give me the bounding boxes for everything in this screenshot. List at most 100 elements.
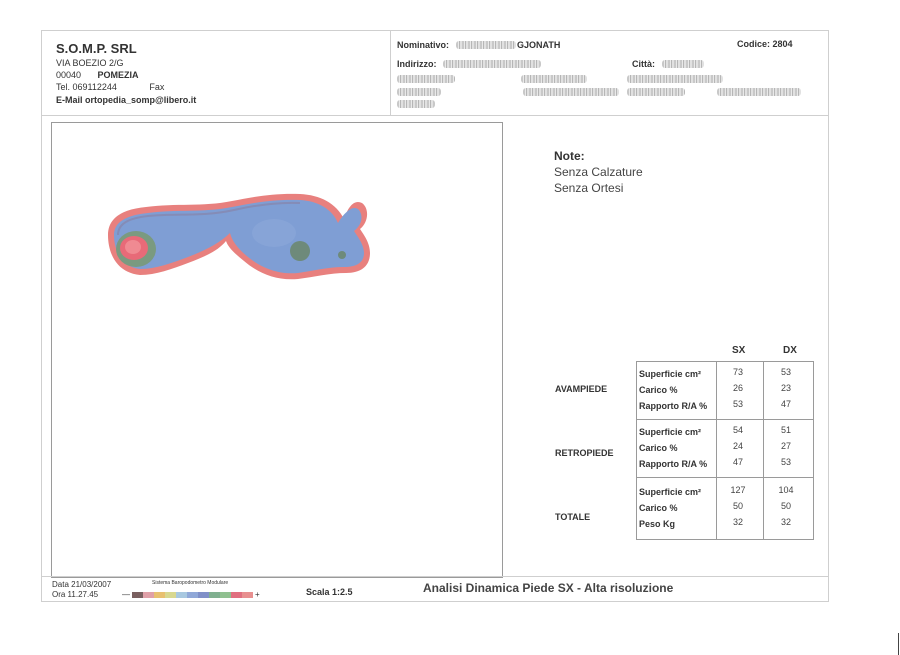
value-dx: 27 bbox=[780, 441, 791, 451]
value-sx: 24 bbox=[732, 441, 743, 451]
column-divider bbox=[763, 420, 764, 477]
toe-mid-zone bbox=[338, 251, 346, 259]
scale-swatch bbox=[143, 591, 154, 598]
redacted-city bbox=[662, 60, 704, 68]
redacted-field bbox=[627, 75, 723, 83]
pressure-scale-bar: — + bbox=[122, 590, 260, 599]
analysis-title: Analisi Dinamica Piede SX - Alta risoluz… bbox=[423, 581, 674, 595]
section-totale: TOTALE bbox=[555, 512, 591, 522]
codice-label: Codice: 2804 bbox=[737, 39, 793, 49]
foot-pressure-map bbox=[108, 193, 370, 280]
value-sx: 26 bbox=[732, 383, 743, 393]
company-phone-fax: Tel. 069112244 Fax bbox=[56, 82, 164, 92]
forefoot-mid-zone bbox=[290, 241, 310, 261]
nominativo-label: Nominativo: bbox=[397, 40, 450, 50]
column-divider bbox=[716, 420, 717, 477]
company-name: S.O.M.P. SRL bbox=[56, 41, 137, 56]
row-label: Carico % bbox=[639, 385, 678, 395]
forefoot-low-zone bbox=[252, 219, 296, 247]
patient-header: Nominativo: GJONATH Codice: 2804 Indiriz… bbox=[391, 31, 828, 115]
company-street: VIA BOEZIO 2/G bbox=[56, 58, 124, 68]
note-line: Senza Ortesi bbox=[554, 181, 624, 195]
scale-ratio: Scala 1:2.5 bbox=[306, 587, 353, 597]
value-sx: 73 bbox=[732, 367, 743, 377]
redacted-field bbox=[717, 88, 801, 96]
column-divider bbox=[763, 478, 764, 539]
row-label: Superficie cm² bbox=[639, 369, 702, 379]
row-label: Carico % bbox=[639, 443, 678, 453]
scale-minus-icon: — bbox=[122, 590, 130, 599]
value-dx: 23 bbox=[780, 383, 791, 393]
row-label: Carico % bbox=[639, 503, 678, 513]
company-zip-city: 00040 POMEZIA bbox=[56, 70, 139, 80]
group-avampiede: Superficie cm² 73 53 Carico % 26 23 Rapp… bbox=[636, 361, 814, 420]
column-divider bbox=[716, 362, 717, 419]
redacted-field bbox=[523, 88, 619, 96]
value-sx: 127 bbox=[730, 485, 746, 495]
col-header-dx: DX bbox=[783, 345, 797, 356]
scale-swatch bbox=[154, 591, 165, 598]
value-dx: 51 bbox=[780, 425, 791, 435]
value-sx: 50 bbox=[732, 501, 743, 511]
redacted-field bbox=[397, 100, 435, 108]
company-city: POMEZIA bbox=[97, 70, 139, 80]
column-divider bbox=[763, 362, 764, 419]
company-email: E-Mail ortopedia_somp@libero.it bbox=[56, 95, 197, 105]
company-tel: Tel. 069112244 bbox=[56, 82, 117, 92]
heel-peak-zone bbox=[125, 240, 141, 254]
scale-swatch bbox=[187, 591, 198, 598]
value-dx: 47 bbox=[780, 399, 791, 409]
scale-swatch bbox=[176, 591, 187, 598]
footer-divider bbox=[42, 576, 828, 577]
report-page: S.O.M.P. SRL VIA BOEZIO 2/G 00040 POMEZI… bbox=[41, 30, 829, 602]
nominativo-value: GJONATH bbox=[517, 40, 561, 50]
section-retropiede: RETROPIEDE bbox=[555, 448, 614, 458]
value-sx: 32 bbox=[732, 517, 743, 527]
foot-shadow-contour bbox=[117, 201, 301, 236]
redacted-address bbox=[443, 60, 541, 68]
value-dx: 32 bbox=[780, 517, 791, 527]
redacted-name bbox=[456, 41, 516, 49]
pressure-map-panel bbox=[51, 122, 503, 578]
note-line: Senza Calzature bbox=[554, 165, 643, 179]
value-sx: 53 bbox=[732, 399, 743, 409]
value-sx: 47 bbox=[732, 457, 743, 467]
value-dx: 104 bbox=[778, 485, 794, 495]
value-dx: 53 bbox=[780, 367, 791, 377]
page-edge-mark bbox=[898, 633, 899, 655]
scale-swatch bbox=[242, 591, 253, 598]
group-totale: Superficie cm² 127 104 Carico % 50 50 Pe… bbox=[636, 477, 814, 540]
indirizzo-label: Indirizzo: bbox=[397, 59, 437, 69]
header-divider bbox=[42, 115, 828, 116]
scale-swatch bbox=[231, 591, 242, 598]
row-label: Superficie cm² bbox=[639, 427, 702, 437]
footer-time: Ora 11.27.45 bbox=[52, 590, 99, 599]
scale-plus-icon: + bbox=[255, 590, 260, 599]
footer-date: Data 21/03/2007 bbox=[52, 580, 112, 589]
row-label: Rapporto R/A % bbox=[639, 459, 708, 469]
system-label: Sistema Baropodometro Modulare bbox=[152, 580, 229, 586]
row-label: Rapporto R/A % bbox=[639, 401, 708, 411]
redacted-field bbox=[397, 75, 455, 83]
redacted-field bbox=[627, 88, 685, 96]
company-fax: Fax bbox=[149, 82, 165, 92]
section-avampiede: AVAMPIEDE bbox=[555, 384, 608, 394]
value-dx: 53 bbox=[780, 457, 791, 467]
value-dx: 50 bbox=[780, 501, 791, 511]
group-retropiede: Superficie cm² 54 51 Carico % 24 27 Rapp… bbox=[636, 419, 814, 478]
notes-title: Note: bbox=[554, 149, 585, 163]
value-sx: 54 bbox=[732, 425, 743, 435]
scale-swatch bbox=[165, 591, 176, 598]
company-header: S.O.M.P. SRL VIA BOEZIO 2/G 00040 POMEZI… bbox=[42, 31, 391, 115]
redacted-field bbox=[397, 88, 441, 96]
redacted-field bbox=[521, 75, 587, 83]
row-label: Superficie cm² bbox=[639, 487, 702, 497]
column-divider bbox=[716, 478, 717, 539]
scale-swatch bbox=[209, 591, 220, 598]
scale-swatch bbox=[132, 591, 143, 598]
citta-label: Città: bbox=[632, 59, 655, 69]
scale-swatch bbox=[220, 591, 231, 598]
row-label: Peso Kg bbox=[639, 519, 676, 529]
col-header-sx: SX bbox=[732, 345, 746, 356]
company-zip: 00040 bbox=[56, 70, 82, 80]
